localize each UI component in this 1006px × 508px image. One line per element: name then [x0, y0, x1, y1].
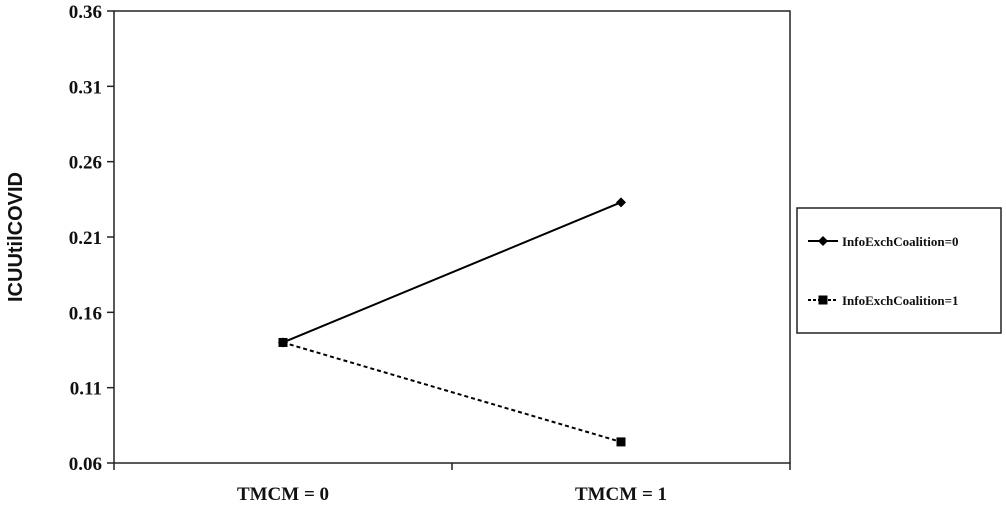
y-tick-label: 0.26 [69, 153, 102, 174]
data-point-marker [616, 437, 626, 447]
x-tick-label: TMCM = 0 [237, 484, 329, 505]
y-axis-title: ICUUtilCOVID [5, 172, 27, 302]
series-layer [278, 197, 626, 447]
x-axis: TMCM = 0 TMCM = 1 [113, 463, 791, 505]
y-tick-label: 0.06 [69, 454, 102, 475]
y-tick-label: 0.21 [69, 228, 102, 249]
y-tick-label: 0.16 [69, 303, 102, 324]
y-tick-label: 0.36 [69, 2, 102, 23]
data-point-marker [616, 197, 626, 208]
legend-label: InfoExchCoalition=0 [842, 234, 958, 249]
x-tick-label: TMCM = 1 [575, 484, 667, 505]
y-axis: 0.36 0.31 0.26 0.21 0.16 0.11 0.06 [69, 2, 114, 475]
plot-area-frame [113, 10, 791, 464]
y-tick-label: 0.31 [69, 77, 102, 98]
series-line-1 [282, 341, 622, 443]
y-tick-label: 0.11 [70, 379, 102, 400]
legend-box [796, 207, 1002, 334]
legend-label: InfoExchCoalition=1 [842, 293, 958, 308]
legend: InfoExchCoalition=0 InfoExchCoalition=1 [808, 234, 958, 308]
legend-swatch-marker [818, 295, 828, 305]
data-point-marker [278, 337, 288, 347]
legend-swatch-marker [818, 236, 828, 246]
series-line-0 [282, 201, 622, 344]
